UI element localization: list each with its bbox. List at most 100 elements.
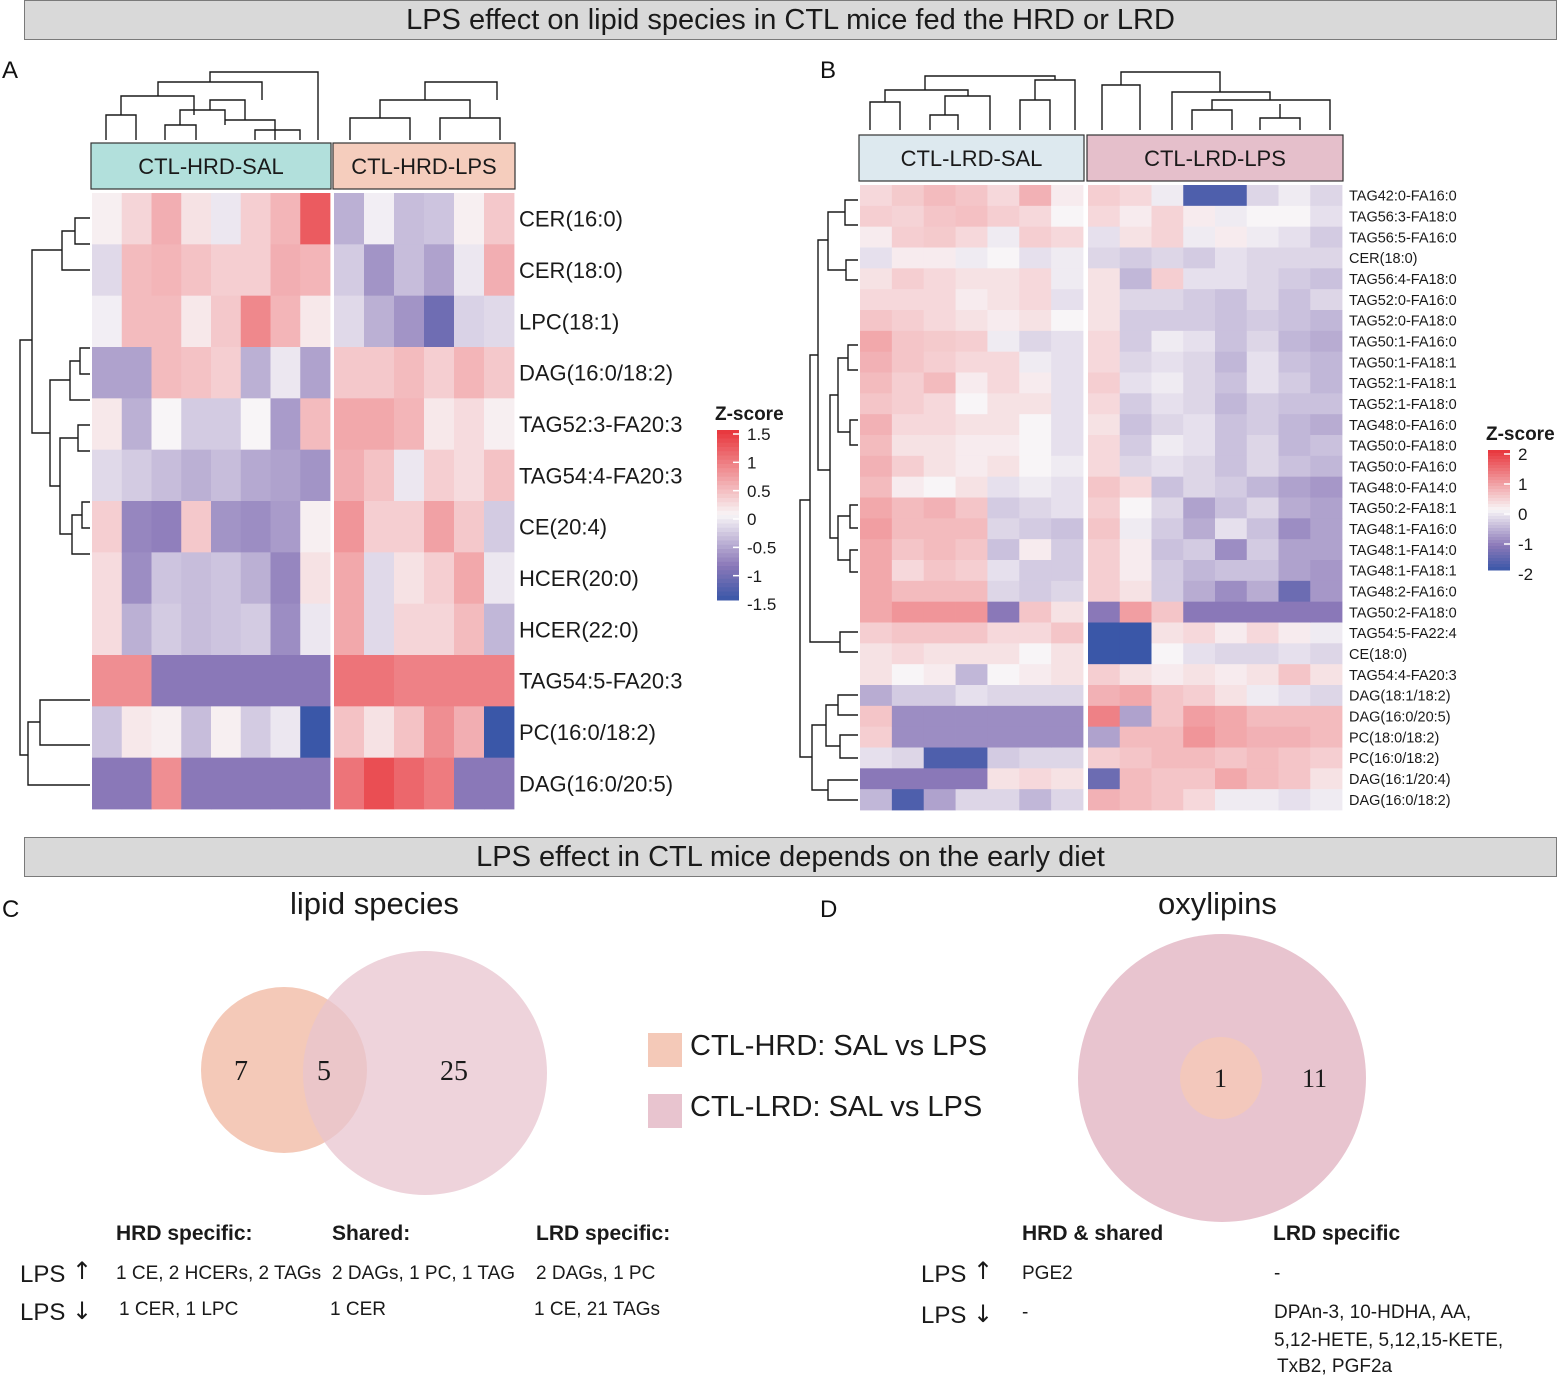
heatmap-cell	[211, 295, 242, 348]
heatmap-cell	[891, 414, 925, 436]
row-label: TAG50:1-FA16:0	[1349, 334, 1457, 350]
heatmap-cell	[211, 244, 242, 297]
legend-gradient-step	[717, 540, 739, 546]
heatmap-cell	[1246, 685, 1279, 707]
heatmap-cell	[484, 757, 515, 810]
heatmap-cell	[1019, 768, 1052, 790]
heatmap-cell	[211, 501, 242, 553]
heatmap-cell	[1310, 705, 1343, 728]
heatmap-cell	[955, 435, 988, 457]
heatmap-cell	[1119, 435, 1152, 457]
heatmap-cell	[891, 330, 925, 353]
panel-c-title: lipid species	[290, 886, 459, 921]
row-label: TAG54:4-FA20:3	[519, 463, 682, 488]
heatmap-cell	[1019, 414, 1052, 436]
heatmap-cell	[955, 372, 988, 394]
heatmap-cell	[364, 244, 395, 297]
legend-gradient-step	[1488, 519, 1510, 523]
heatmap-cell	[1088, 601, 1121, 623]
heatmap-cell	[987, 768, 1020, 790]
heatmap-cell	[1215, 705, 1248, 728]
heatmap-cell	[121, 193, 152, 245]
legend-gradient-step	[1488, 489, 1510, 493]
row-label: TAG52:0-FA16:0	[1349, 293, 1457, 309]
group-header	[1086, 134, 1344, 182]
legend-gradient-step	[717, 544, 739, 550]
legend-tick-label: -1	[1518, 535, 1533, 554]
row-label: TAG56:5-FA16:0	[1349, 230, 1457, 246]
legend-gradient-step	[1488, 462, 1510, 466]
heatmap-cell	[923, 747, 956, 769]
heatmap-cell	[424, 398, 455, 451]
dendrogram-branch	[849, 504, 858, 529]
heatmap-cell	[955, 497, 988, 519]
legend-gradient-step	[717, 510, 739, 516]
heatmap-cell	[987, 414, 1020, 436]
heatmap-cell	[955, 518, 988, 540]
heatmap-cell	[270, 655, 301, 707]
heatmap-cell	[121, 603, 152, 656]
heatmap-cell	[181, 603, 212, 656]
legend-gradient-step	[717, 515, 739, 520]
heatmap-cell	[1119, 601, 1152, 623]
heatmap-cell	[891, 310, 925, 332]
heatmap-cell	[211, 347, 242, 399]
heatmap-cell	[1088, 330, 1121, 353]
heatmap-cell	[955, 185, 988, 207]
heatmap-cell	[1215, 643, 1248, 665]
heatmap-cell	[987, 747, 1020, 769]
heatmap-cell	[923, 330, 956, 353]
heatmap-cell	[987, 476, 1020, 498]
heatmap-cell	[424, 295, 455, 348]
heatmap-cell	[860, 351, 893, 373]
heatmap-cell	[1019, 664, 1052, 686]
heatmap-cell	[1088, 289, 1121, 311]
heatmap-cell	[1051, 351, 1084, 373]
dendrogram-branch	[809, 354, 840, 643]
c-header-lrd: LRD specific:	[536, 1222, 671, 1245]
heatmap-cell	[1088, 435, 1121, 457]
heatmap-cell	[1278, 726, 1311, 748]
legend-tick-label: 0	[747, 510, 756, 529]
panel-label-d: D	[820, 896, 838, 923]
heatmap-cell	[454, 552, 485, 605]
heatmap-cell	[484, 655, 515, 707]
heatmap-cell	[364, 706, 395, 759]
heatmap-cell	[1246, 768, 1279, 790]
heatmap-cell	[1151, 789, 1184, 811]
up-arrow-icon: ↑	[72, 1257, 93, 1285]
heatmap-cell	[1051, 560, 1084, 582]
heatmap-cell	[1088, 768, 1121, 790]
heatmap-cell	[1019, 601, 1052, 623]
heatmap-cell	[1051, 747, 1084, 769]
heatmap-cell	[424, 706, 455, 759]
heatmap-cell	[1246, 518, 1279, 540]
heatmap-cell	[955, 310, 988, 332]
dendrogram-branch	[845, 259, 858, 281]
heatmap-cell	[1151, 205, 1184, 228]
heatmap-cell	[424, 449, 455, 502]
heatmap-cell	[394, 244, 425, 297]
heatmap-cell	[1088, 622, 1121, 644]
heatmap-cell	[891, 393, 925, 415]
up-arrow-icon: ↑	[973, 1257, 994, 1285]
legend-gradient-step	[717, 472, 739, 478]
heatmap-cell	[1183, 330, 1216, 353]
heatmap-cell	[1215, 455, 1248, 478]
heatmap-cell	[1088, 705, 1121, 728]
legend-label-hrd: CTL-HRD: SAL vs LPS	[690, 1030, 988, 1062]
heatmap-cell	[1278, 289, 1311, 311]
heatmap-cell	[860, 455, 893, 478]
dendrogram-branch	[829, 394, 838, 539]
heatmap-cell	[1051, 185, 1084, 207]
heatmap-cell	[1183, 685, 1216, 707]
dendrogram-branch	[79, 347, 90, 375]
legend-gradient-step	[1488, 567, 1510, 571]
heatmap-cell	[891, 372, 925, 394]
heatmap-cell	[1051, 414, 1084, 436]
heatmap-cell	[1019, 268, 1052, 290]
heatmap-cell	[181, 295, 212, 348]
heatmap-cell	[394, 757, 425, 810]
legend-gradient-step	[717, 451, 739, 456]
heatmap-cell	[1246, 622, 1279, 644]
